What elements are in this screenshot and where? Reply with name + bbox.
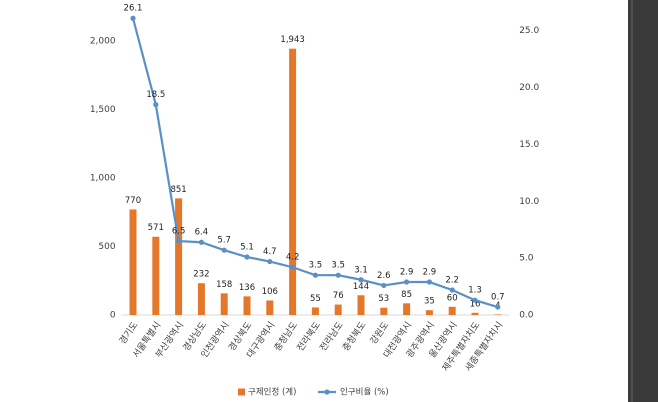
- bar-value-label: 55: [310, 294, 321, 304]
- line-value-label: 3.1: [354, 265, 368, 275]
- bar-value-label: 232: [193, 270, 209, 280]
- line-marker: [176, 238, 182, 244]
- line-marker: [472, 297, 478, 303]
- bar-value-label: 76: [333, 291, 344, 301]
- dark-border: [628, 0, 658, 402]
- bar: [197, 283, 205, 315]
- line-value-label: 2.9: [423, 268, 437, 278]
- line-value-label: 4.7: [263, 247, 277, 257]
- bar: [425, 310, 433, 315]
- line-value-label: 1.3: [468, 286, 482, 296]
- bar: [448, 306, 456, 315]
- bar: [243, 296, 251, 315]
- bar-value-label: 60: [447, 293, 458, 303]
- line-marker: [198, 239, 204, 245]
- bar: [334, 304, 342, 315]
- bar-value-label: 770: [125, 196, 141, 206]
- y-tick-label: 500: [98, 242, 115, 252]
- line-value-label: 2.9: [400, 268, 414, 278]
- line-marker: [495, 304, 501, 310]
- line-marker: [244, 254, 250, 260]
- line-value-label: 5.7: [217, 236, 231, 246]
- bar: [129, 209, 137, 315]
- bar-value-label: 35: [424, 297, 435, 307]
- y-tick-label: 2,000: [90, 36, 116, 46]
- y2-tick-label: 10.0: [519, 197, 539, 207]
- line-value-label: 2.2: [445, 275, 459, 285]
- bar-value-label: 53: [378, 294, 389, 304]
- line-marker: [290, 264, 296, 270]
- line-marker: [381, 282, 387, 289]
- line-marker: [221, 247, 227, 253]
- bar-value-label: 158: [216, 280, 232, 290]
- legend-label: 인구비율 (%): [340, 387, 389, 398]
- y-tick-label: 0: [110, 311, 116, 321]
- line-marker: [358, 277, 364, 283]
- bar: [494, 314, 502, 315]
- bar-value-label: 144: [353, 282, 369, 292]
- bar: [471, 312, 479, 315]
- bar: [175, 198, 183, 315]
- line-marker: [153, 102, 159, 108]
- line-value-label: 26.1: [124, 4, 143, 14]
- bar-value-label: 106: [262, 287, 278, 297]
- line-value-label: 6.5: [172, 227, 186, 237]
- page: [0, 0, 628, 402]
- bar: [152, 236, 160, 315]
- bar: [403, 303, 411, 315]
- line-value-label: 3.5: [331, 261, 345, 271]
- bar-value-label: 85: [401, 290, 412, 300]
- legend-marker: [324, 389, 330, 395]
- bar-value-label: 136: [239, 283, 255, 293]
- bar-value-label: 571: [148, 223, 164, 233]
- bar: [266, 300, 274, 315]
- y2-tick-label: 25.0: [519, 26, 539, 36]
- line-value-label: 5.1: [240, 243, 254, 253]
- line-marker: [130, 15, 136, 21]
- bar-value-label: 851: [170, 185, 186, 195]
- y-tick-label: 1,000: [90, 173, 116, 183]
- line-marker: [335, 272, 341, 278]
- line-marker: [449, 287, 455, 293]
- bar-value-label: 16: [470, 299, 481, 309]
- line-value-label: 4.2: [286, 253, 300, 263]
- line-value-label: 6.4: [195, 228, 209, 238]
- bar-value-label: 1,943: [280, 35, 304, 45]
- bar: [220, 293, 228, 315]
- bar: [311, 307, 319, 315]
- y2-tick-label: 15.0: [519, 140, 539, 150]
- bar: [289, 48, 297, 316]
- line-value-label: 0.7: [491, 293, 505, 303]
- y2-tick-label: 0.0: [519, 311, 534, 321]
- line-value-label: 18.5: [146, 90, 165, 100]
- line-marker: [426, 279, 432, 285]
- bar: [380, 307, 388, 315]
- line-value-label: 2.6: [377, 271, 391, 281]
- line-marker: [267, 258, 273, 265]
- legend-label: 구제인정 (계): [248, 387, 296, 398]
- legend-swatch: [238, 388, 245, 396]
- line-marker: [312, 272, 318, 278]
- y-tick-label: 1,500: [90, 105, 116, 115]
- line-marker: [404, 279, 410, 285]
- line-value-label: 3.5: [309, 261, 323, 271]
- y2-tick-label: 20.0: [519, 83, 539, 93]
- y2-tick-label: 5.0: [519, 254, 534, 264]
- bar: [357, 295, 365, 315]
